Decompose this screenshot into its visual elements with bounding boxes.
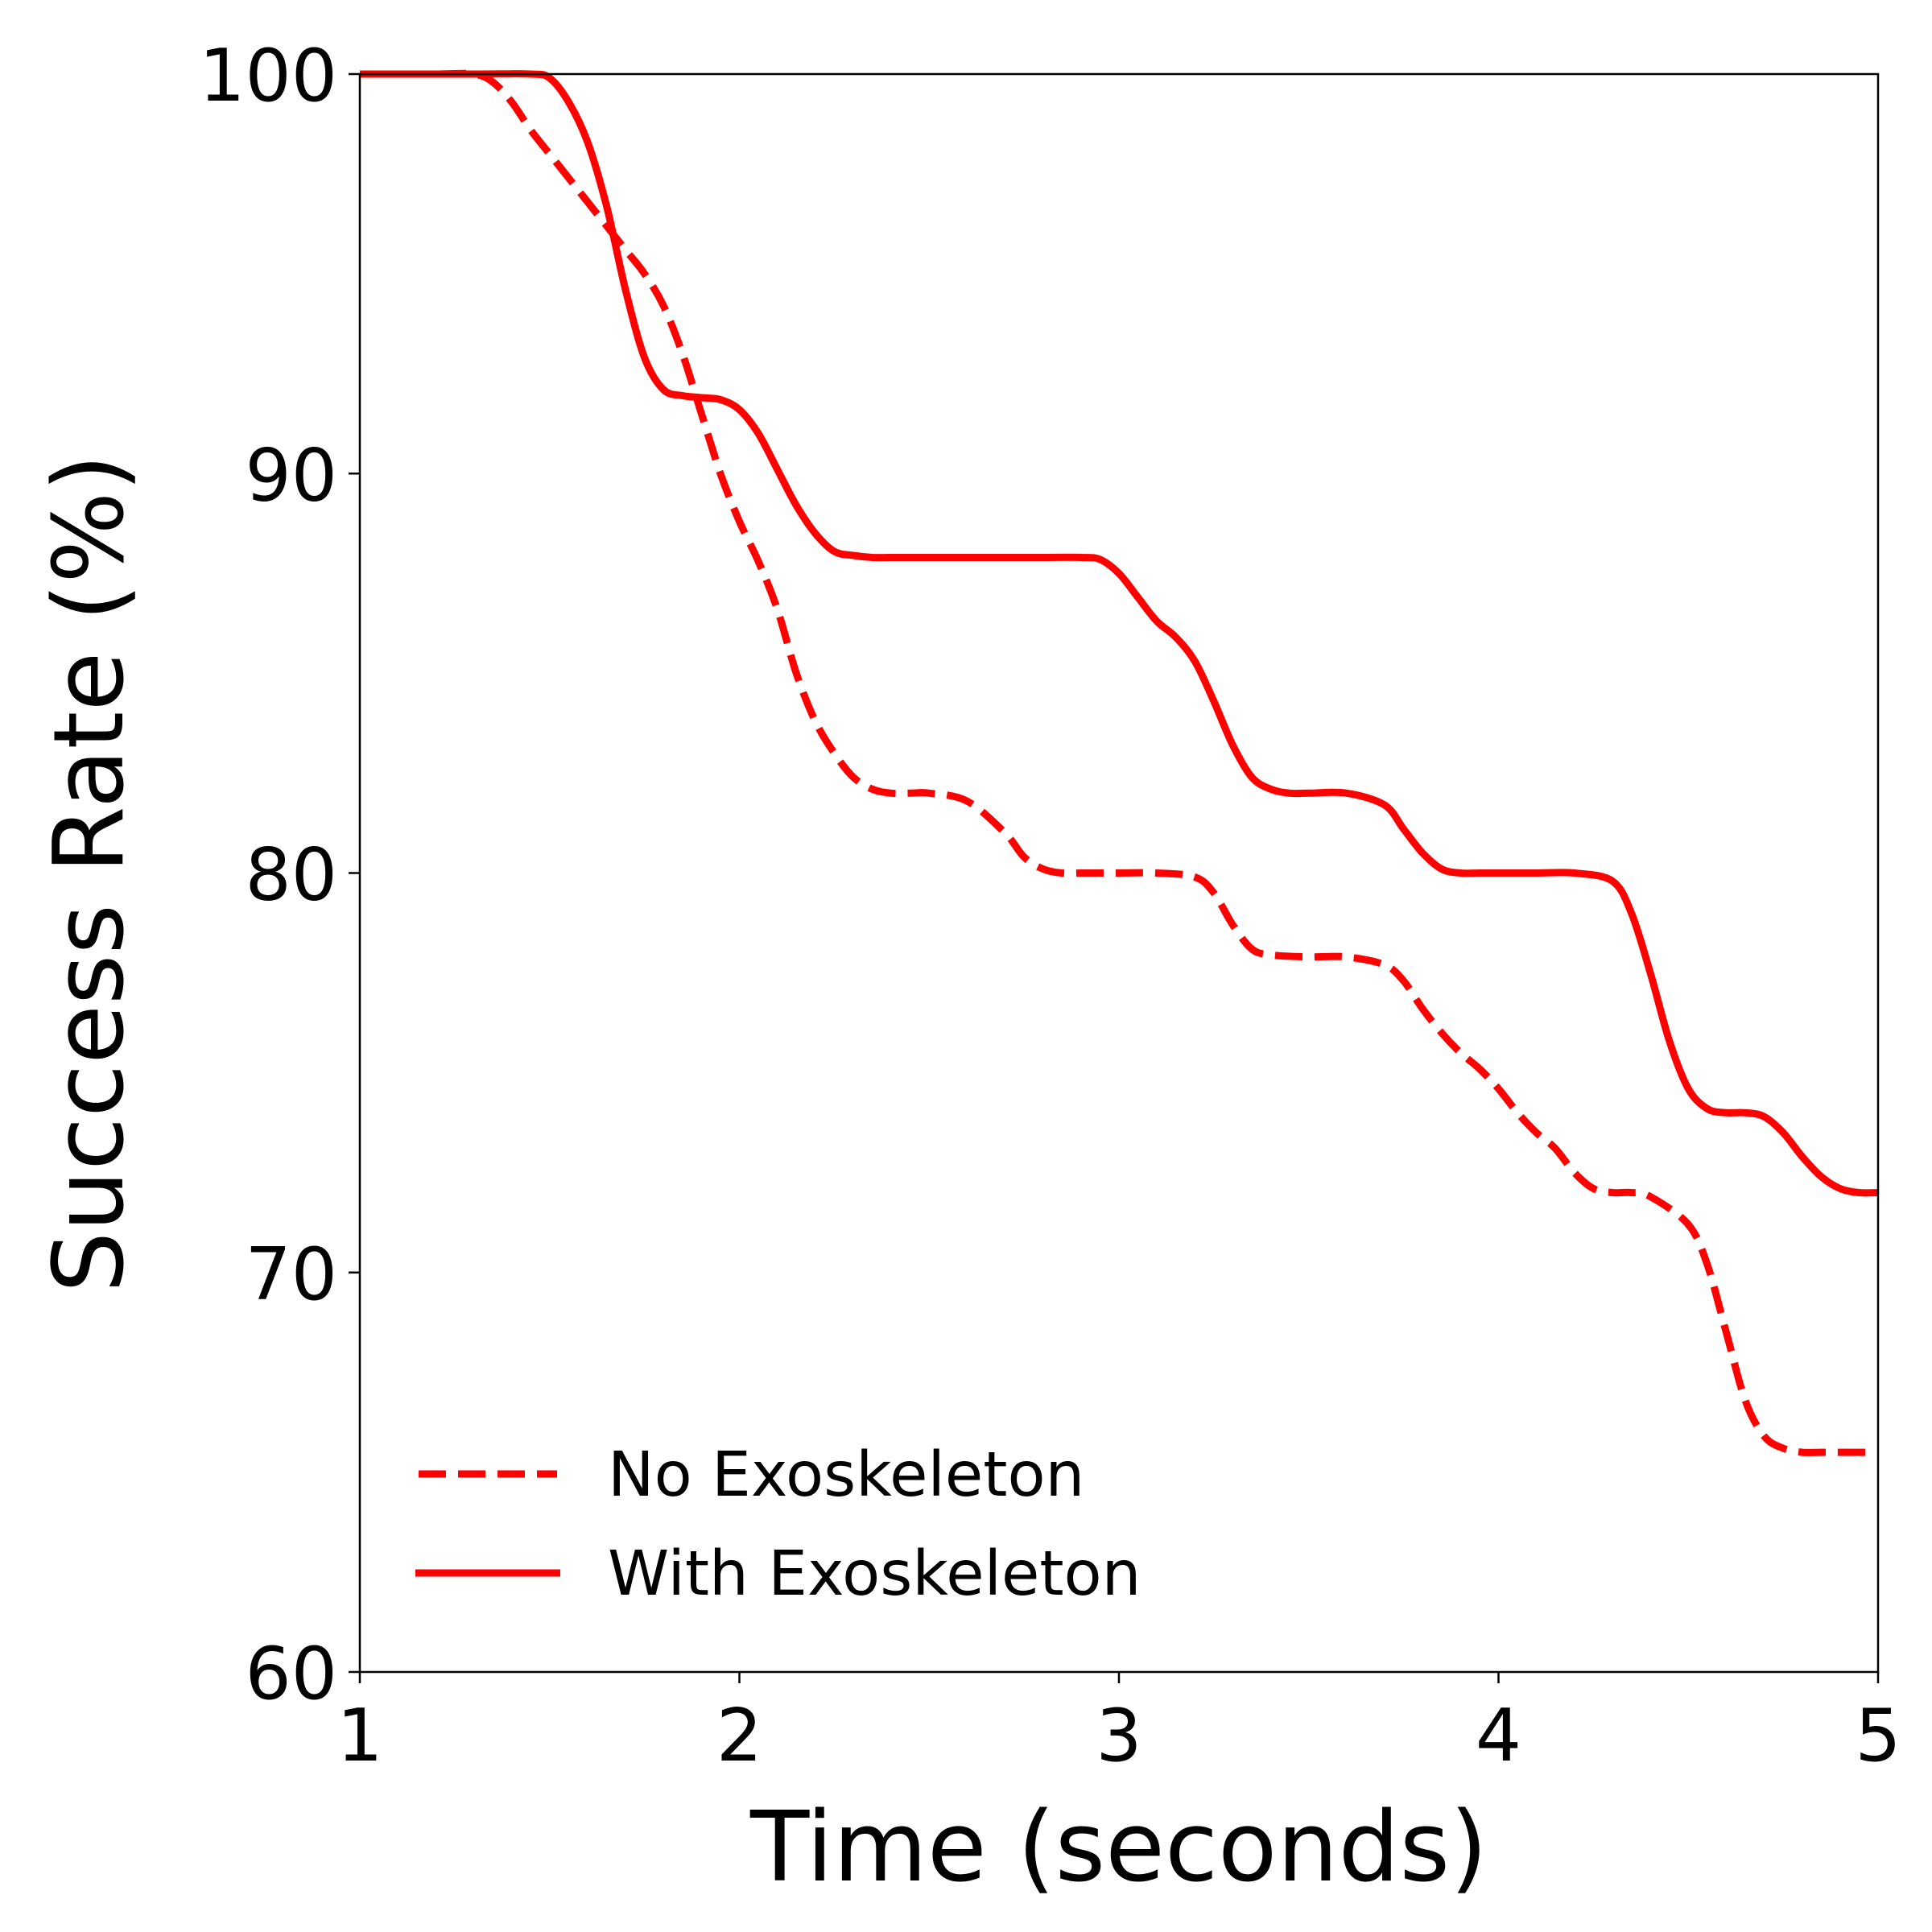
x-tick-label: 3 <box>1096 1694 1141 1778</box>
y-tick-label: 80 <box>245 833 337 918</box>
series-line-with-exoskeleton <box>360 70 1879 1197</box>
x-axis-title: Time (seconds) <box>749 1792 1488 1904</box>
series-layer <box>360 69 1879 1456</box>
x-tick-label: 1 <box>336 1694 382 1778</box>
x-axis-ticks: 1 2 3 4 5 <box>336 1672 1901 1778</box>
x-tick-label: 4 <box>1476 1694 1521 1778</box>
y-tick-label: 90 <box>245 433 337 518</box>
series-line-no-exoskeleton <box>360 69 1878 1456</box>
legend: No Exoskeleton With Exoskeleton <box>415 1439 1141 1610</box>
x-tick-label: 2 <box>716 1694 762 1778</box>
y-axis-title: Success Rate (%) <box>34 454 146 1293</box>
x-tick-label: 5 <box>1855 1694 1901 1778</box>
y-tick-label: 70 <box>245 1232 337 1317</box>
y-tick-label: 60 <box>245 1632 337 1716</box>
y-tick-label: 100 <box>199 34 337 118</box>
legend-label-no-exoskeleton: No Exoskeleton <box>608 1439 1084 1511</box>
legend-label-with-exoskeleton: With Exoskeleton <box>608 1538 1141 1610</box>
y-axis-ticks: 60 70 80 90 100 <box>199 34 360 1716</box>
